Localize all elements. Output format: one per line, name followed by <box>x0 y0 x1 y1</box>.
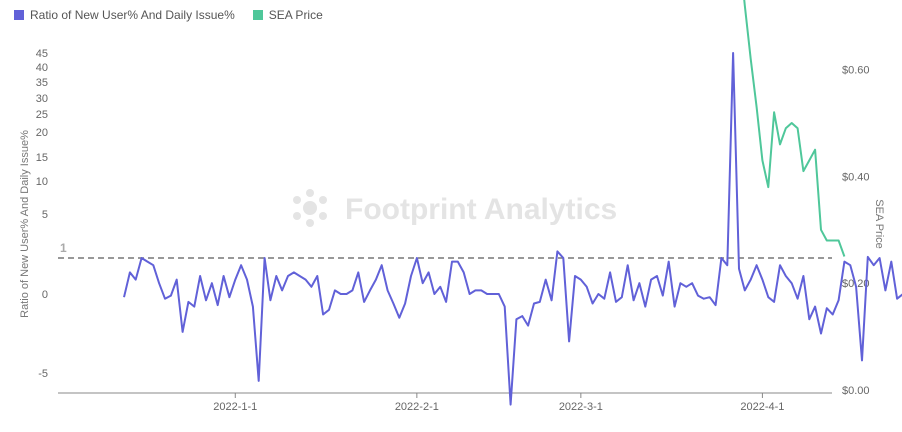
x-tick-label: 2022-2-1 <box>395 401 439 413</box>
x-tick-label: 2022-4-1 <box>740 401 784 413</box>
reference-line-label: 1 <box>60 241 67 255</box>
legend-item-sea-price[interactable]: SEA Price <box>252 8 323 22</box>
y-left-tick-label: 10 <box>36 176 48 188</box>
y-axis-left-title: Ratio of New User% And Daily Issue% <box>19 130 31 318</box>
y-left-tick-label: 5 <box>42 209 48 221</box>
legend-label-sea-price: SEA Price <box>268 8 323 22</box>
watermark: Footprint Analytics <box>293 189 617 227</box>
chart-legend: Ratio of New User% And Daily Issue% SEA … <box>14 8 323 22</box>
x-axis-ticks: 2022-1-1 2022-2-1 2022-3-1 2022-4-1 <box>213 393 784 413</box>
watermark-text: Footprint Analytics <box>345 193 617 226</box>
series-layer <box>123 0 902 406</box>
x-tick-label: 2022-3-1 <box>559 401 603 413</box>
y-axis-right-ticks: $1.80$1.60$1.40$1.20$1.00$0.80$0.60$0.40… <box>842 65 870 397</box>
legend-swatch-sea-price <box>252 10 263 20</box>
y-right-tick-label: $0.40 <box>842 171 870 183</box>
legend-label-ratio: Ratio of New User% And Daily Issue% <box>30 8 235 22</box>
y-left-tick-label: -5 <box>38 368 48 380</box>
y-right-tick-label: $0.00 <box>842 385 870 397</box>
y-left-tick-label: 15 <box>36 152 48 164</box>
y-left-tick-label: 25 <box>36 109 48 121</box>
y-left-tick-label: 45 <box>36 48 48 60</box>
x-tick-label: 2022-1-1 <box>213 401 257 413</box>
y-right-tick-label: $0.60 <box>842 65 870 77</box>
series-line-ratio <box>123 52 902 406</box>
legend-swatch-ratio <box>14 10 24 20</box>
y-axis-right-title: SEA Price <box>873 199 885 249</box>
y-left-tick-label: 40 <box>36 62 48 74</box>
y-left-tick-label: 0 <box>42 289 48 301</box>
legend-item-ratio[interactable]: Ratio of New User% And Daily Issue% <box>14 8 235 22</box>
y-left-tick-label: 35 <box>36 77 48 89</box>
y-left-tick-label: 30 <box>36 93 48 105</box>
y-left-tick-label: 20 <box>36 127 48 139</box>
y-axis-left-ticks: 45 40 35 30 25 20 15 10 5 0 -5 <box>36 48 48 380</box>
watermark-logo-icon <box>293 189 327 227</box>
